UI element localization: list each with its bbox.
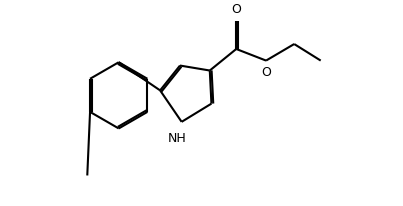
Text: O: O bbox=[231, 3, 241, 16]
Text: NH: NH bbox=[167, 131, 186, 144]
Text: O: O bbox=[261, 66, 271, 78]
